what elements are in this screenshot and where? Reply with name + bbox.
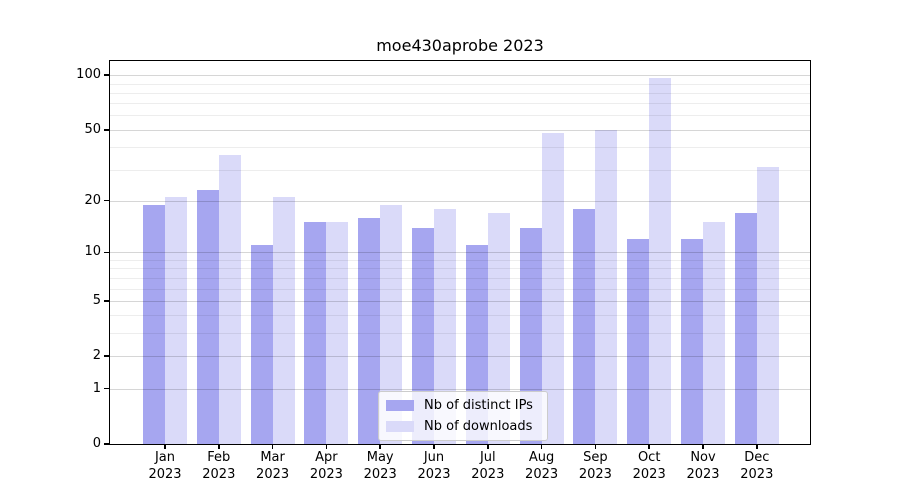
x-tick-label-may: May 2023 <box>363 450 397 482</box>
y-tick-50 <box>104 129 110 131</box>
y-tick-0 <box>104 443 110 445</box>
bar-nb-of-distinct-ips-jun <box>412 227 434 444</box>
legend-label-distinct-ips: Nb of distinct IPs <box>424 398 533 413</box>
bar-nb-of-distinct-ips-feb <box>196 190 219 444</box>
bar-nb-of-downloads-jun <box>434 208 456 444</box>
bar-nb-of-downloads-sep <box>595 129 618 444</box>
bar-nb-of-downloads-aug <box>541 133 564 444</box>
x-tick-aug <box>540 444 543 449</box>
bar-nb-of-downloads-apr <box>326 222 349 444</box>
y-tick-label-10: 10 <box>84 244 101 260</box>
y-tick-label-50: 50 <box>84 121 101 137</box>
bar-nb-of-downloads-jul <box>487 213 510 444</box>
y-tick-5 <box>104 300 110 302</box>
bar-nb-of-downloads-feb <box>218 155 241 444</box>
gridline-100 <box>110 75 810 77</box>
legend-swatch-distinct-ips <box>386 400 414 411</box>
y-tick-20 <box>104 199 110 202</box>
gridline-minor-60 <box>110 115 810 117</box>
legend-item-downloads: Nb of downloads <box>386 418 533 435</box>
gridline-20 <box>110 200 810 202</box>
gridline-minor-6 <box>110 288 810 290</box>
x-tick-feb <box>218 444 220 449</box>
bar-nb-of-distinct-ips-jan <box>143 204 165 444</box>
x-tick-label-nov: Nov 2023 <box>686 450 720 482</box>
legend: Nb of distinct IPs Nb of downloads <box>378 391 548 441</box>
x-tick-jan <box>164 444 166 449</box>
bar-nb-of-distinct-ips-apr <box>304 222 327 444</box>
bar-nb-of-distinct-ips-mar <box>250 245 273 444</box>
gridline-minor-90 <box>110 83 810 85</box>
x-tick-mar <box>271 444 274 449</box>
gridline-minor-30 <box>110 169 810 171</box>
bar-nb-of-downloads-mar <box>272 196 295 444</box>
gridline-minor-70 <box>110 103 810 105</box>
y-tick-1 <box>104 387 110 390</box>
x-tick-apr <box>325 444 328 449</box>
plot-area <box>109 60 811 445</box>
x-tick-label-jan: Jan 2023 <box>148 450 182 482</box>
x-tick-label-sep: Sep 2023 <box>578 450 612 482</box>
bar-nb-of-distinct-ips-nov <box>681 239 703 444</box>
bar-nb-of-distinct-ips-sep <box>573 208 596 444</box>
y-tick-label-5: 5 <box>92 292 101 308</box>
x-tick-label-mar: Mar 2023 <box>256 450 290 482</box>
x-tick-jul <box>487 444 489 449</box>
x-tick-label-oct: Oct 2023 <box>632 450 666 482</box>
y-tick-label-100: 100 <box>76 67 101 83</box>
y-tick-label-1: 1 <box>92 380 101 396</box>
bar-nb-of-downloads-dec <box>756 167 779 444</box>
x-tick-label-feb: Feb 2023 <box>202 450 236 482</box>
x-tick-label-jun: Jun 2023 <box>417 450 451 482</box>
gridline-minor-3 <box>110 333 810 335</box>
gridline-minor-80 <box>110 92 810 94</box>
gridline-minor-9 <box>110 260 810 261</box>
x-tick-oct <box>648 444 650 449</box>
gridline-minor-4 <box>110 315 810 317</box>
x-tick-label-apr: Apr 2023 <box>309 450 343 482</box>
bar-nb-of-downloads-jan <box>165 196 187 444</box>
legend-item-distinct-ips: Nb of distinct IPs <box>386 397 533 414</box>
x-tick-label-aug: Aug 2023 <box>525 450 559 482</box>
x-tick-label-jul: Jul 2023 <box>471 450 505 482</box>
legend-swatch-downloads <box>386 421 414 432</box>
gridline-minor-40 <box>110 147 810 149</box>
gridline-minor-8 <box>110 268 810 270</box>
bar-nb-of-distinct-ips-oct <box>627 239 650 444</box>
bar-nb-of-distinct-ips-may <box>358 217 381 444</box>
y-tick-label-20: 20 <box>84 192 101 208</box>
bar-nb-of-downloads-oct <box>649 78 672 444</box>
gridline-5 <box>110 300 810 302</box>
x-tick-jun <box>433 444 435 449</box>
bar-nb-of-distinct-ips-aug <box>519 227 542 444</box>
x-tick-nov <box>702 444 704 449</box>
y-tick-label-2: 2 <box>92 348 101 364</box>
legend-label-downloads: Nb of downloads <box>424 419 533 434</box>
x-tick-dec <box>756 444 758 449</box>
gridline-1 <box>110 388 810 390</box>
gridline-2 <box>110 356 810 358</box>
bar-nb-of-downloads-nov <box>703 222 725 444</box>
x-tick-sep <box>594 444 597 449</box>
y-tick-100 <box>104 74 110 76</box>
chart-title: moe430aprobe 2023 <box>376 36 544 55</box>
x-tick-may <box>379 444 381 449</box>
y-tick-10 <box>104 251 110 254</box>
y-tick-2 <box>104 355 110 357</box>
gridline-10 <box>110 252 810 254</box>
gridline-50 <box>110 129 810 131</box>
bar-nb-of-downloads-may <box>380 204 403 444</box>
gridline-minor-7 <box>110 277 810 279</box>
y-tick-label-0: 0 <box>92 436 101 451</box>
bar-nb-of-distinct-ips-dec <box>734 213 757 444</box>
x-tick-label-dec: Dec 2023 <box>740 450 774 482</box>
